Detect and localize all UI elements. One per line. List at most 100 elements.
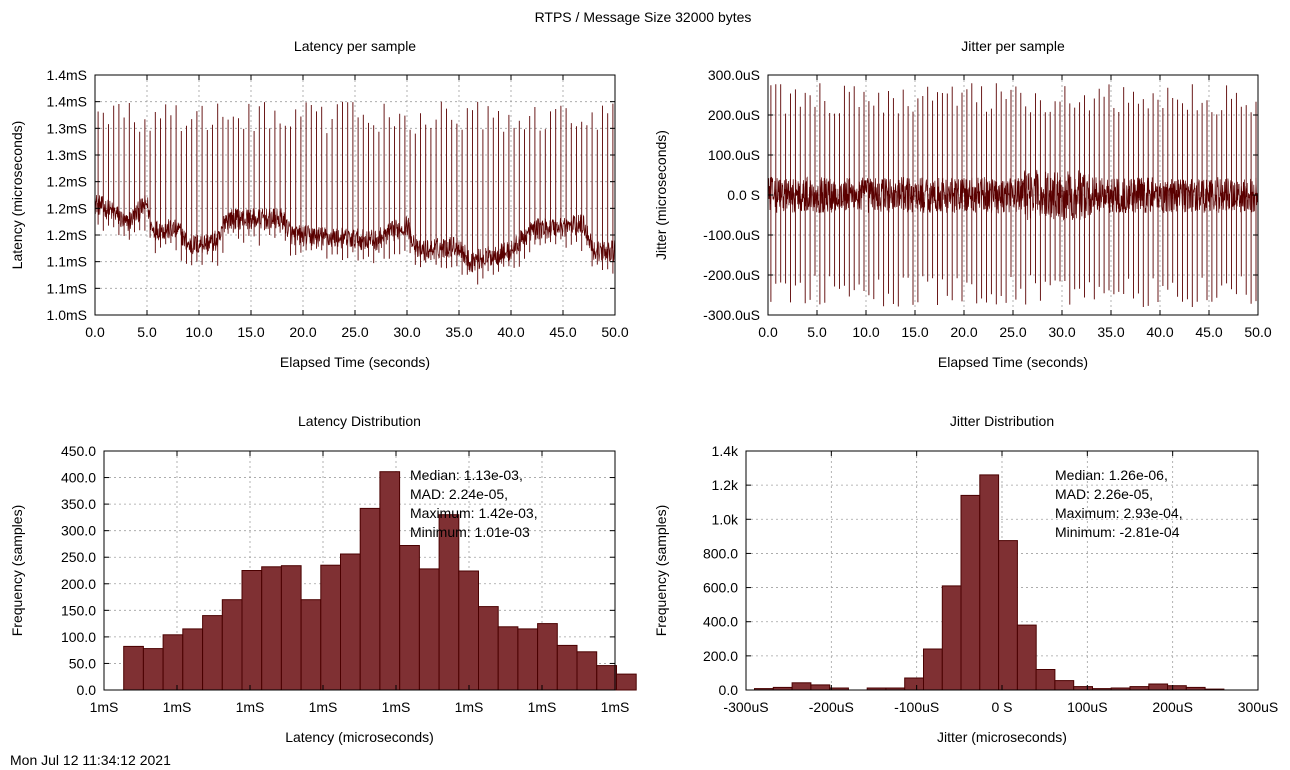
x-tick-label: 0.0 [758, 324, 778, 340]
x-tick-label: 5.0 [807, 324, 827, 340]
series [754, 474, 1225, 691]
histogram-bar [1035, 669, 1056, 691]
histogram-bar [379, 471, 401, 691]
histogram-bar [478, 606, 499, 691]
histogram-bar [359, 507, 381, 691]
x-tick-label: 0.0 [85, 324, 105, 340]
axis-ticks: 1mS 1mS 1mS 1mS 1mS 1mS 1mS 1mS0.050.0100.0150.… [61, 443, 629, 715]
x-axis-label: Latency (microseconds) [285, 729, 434, 745]
y-tick-label: 1.4mS [47, 67, 87, 83]
y-tick-label: 250.0 [61, 549, 96, 565]
y-tick-label: 1.2mS [47, 227, 87, 243]
x-tick-label: 300uS [1238, 699, 1278, 715]
x-tick-label: -300uS [723, 699, 768, 715]
histogram-bar [162, 634, 184, 691]
plot-frame [103, 450, 616, 691]
x-tick-label: -200uS [809, 699, 854, 715]
x-tick-label: 45.0 [549, 324, 576, 340]
y-tick-label: 450.0 [61, 443, 96, 459]
chart-title: Latency Distribution [298, 413, 421, 429]
series [767, 83, 1259, 307]
chart-title: Jitter Distribution [950, 413, 1054, 429]
y-tick-label: -300.0uS [703, 307, 760, 323]
y-tick-label: 1.0mS [47, 307, 87, 323]
histogram-bar [340, 553, 361, 691]
x-tick-label: 20.0 [289, 324, 316, 340]
histogram-bar [791, 682, 812, 691]
histogram-bar [960, 494, 981, 691]
y-tick-label: 200.0 [703, 648, 738, 664]
jitter-spikes [770, 83, 1257, 307]
histogram-bar [1054, 680, 1075, 691]
histogram-bar [280, 565, 302, 691]
y-tick-label: 800.0 [703, 545, 738, 561]
histogram-bar [616, 673, 637, 691]
histogram-bar [458, 570, 479, 691]
y-tick-label: -100.0uS [703, 227, 760, 243]
y-tick-label: 400.0 [61, 470, 96, 486]
x-tick-label: -100uS [894, 699, 939, 715]
x-axis-label: Jitter (microseconds) [937, 729, 1067, 745]
x-tick-label: 15.0 [901, 324, 928, 340]
latency-per-sample-chart: Latency per sample 0.0 5.0 10.0 15.0 20.0 25.0… [9, 38, 629, 370]
histogram-bar [438, 514, 460, 691]
histogram-bar [320, 564, 341, 691]
x-tick-label: 35.0 [1097, 324, 1124, 340]
y-tick-label: 200.0uS [708, 107, 760, 123]
chart-title: Latency per sample [294, 38, 416, 54]
y-tick-label: -200.0uS [703, 267, 760, 283]
y-tick-label: 600.0 [703, 580, 738, 596]
histogram-bar [576, 651, 598, 691]
histogram-bar [202, 615, 223, 691]
y-axis-label: Frequency (samples) [653, 505, 669, 637]
histogram-bar [810, 684, 831, 691]
y-tick-label: 100.0 [61, 629, 96, 645]
histogram-bar [1073, 686, 1093, 691]
histogram-bar [221, 599, 243, 691]
x-tick-label: 100uS [1067, 699, 1107, 715]
histogram-bar [537, 623, 558, 691]
x-tick-label: 50.0 [601, 324, 628, 340]
y-tick-label: 400.0 [703, 614, 738, 630]
x-tick-label: 1mS [382, 699, 411, 715]
series [94, 101, 616, 285]
y-tick-label: 1.2mS [47, 200, 87, 216]
y-tick-label: 100.0uS [708, 147, 760, 163]
x-tick-label: 5.0 [137, 324, 157, 340]
histogram-bar [904, 677, 925, 691]
y-tick-label: 1.1mS [47, 254, 87, 270]
axis-ticks: 0.0 5.0 10.0 15.0 20.0 25.0 30.0 35.0 40.0 45.0 50… [703, 67, 1272, 340]
x-tick-label: 30.0 [1048, 324, 1075, 340]
y-tick-label: 350.0 [61, 496, 96, 512]
histogram-bar [998, 540, 1018, 691]
histogram-bar [123, 645, 144, 691]
jitter-per-sample-chart: Jitter per sample 0.0 5.0 10.0 15.0 20.0 25.0 3… [653, 38, 1272, 370]
histogram-bar [517, 628, 539, 691]
histogram-bar [300, 599, 322, 691]
latency-distribution-chart: Latency Distribution Median: 1.13e-03, MAD… [9, 413, 637, 745]
x-tick-label: 0 S [991, 699, 1012, 715]
y-tick-label: 1.4mS [47, 94, 87, 110]
y-tick-label: 1.0k [712, 511, 739, 527]
x-tick-label: 10.0 [852, 324, 879, 340]
main-title: RTPS / Message Size 32000 bytes [535, 9, 752, 25]
x-axis-label: Elapsed Time (seconds) [280, 354, 430, 370]
x-tick-label: 25.0 [999, 324, 1026, 340]
axis-ticks: 0.0 5.0 10.0 15.0 20.0 25.0 30.0 35.0 40.0 45.0 50… [47, 67, 629, 340]
y-tick-label: 0.0 [719, 682, 739, 698]
y-tick-label: 1.1mS [47, 280, 87, 296]
timestamp: Mon Jul 12 11:34:12 2021 [10, 752, 171, 768]
histogram-bar [1129, 686, 1150, 691]
histogram-bar [497, 626, 519, 691]
stats-line: Minimum: 1.01e-03 [410, 524, 530, 540]
y-tick-label: 0.0 S [727, 187, 760, 203]
histogram-bar [261, 566, 282, 691]
y-axis-label: Frequency (samples) [9, 505, 25, 637]
x-tick-label: 30.0 [393, 324, 420, 340]
histogram-bar [1167, 685, 1187, 691]
y-tick-label: 1.4k [712, 443, 739, 459]
histogram-bar [399, 545, 420, 691]
axis-ticks: -300uS -200uS -100uS 0 S 100uS 200uS 300uS 0.0 2… [703, 443, 1278, 715]
histogram-bar [596, 665, 617, 691]
y-tick-label: 300.0 [61, 523, 96, 539]
